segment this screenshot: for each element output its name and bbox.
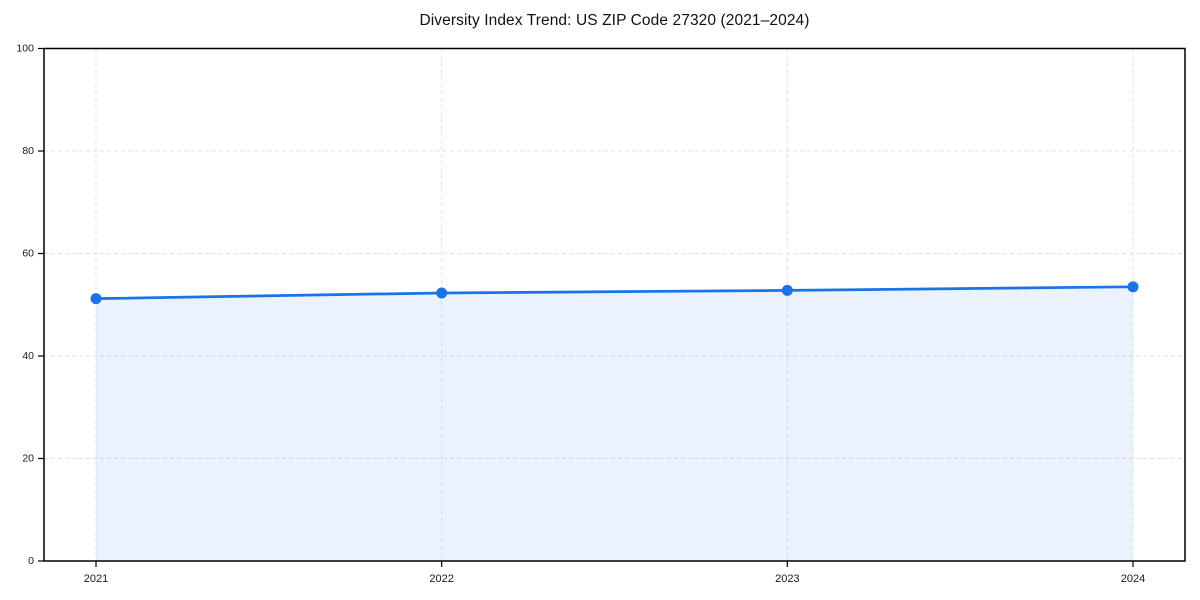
y-tick-label: 0 [28, 555, 34, 567]
x-tick-label: 2023 [775, 573, 799, 585]
data-point-marker [436, 287, 448, 299]
area-fill [96, 286, 1133, 561]
y-tick-label: 40 [22, 350, 34, 362]
x-tick-label: 2021 [84, 573, 108, 585]
data-point-marker [90, 293, 102, 305]
data-point-marker [1127, 281, 1139, 293]
plot-frame [43, 47, 1186, 562]
chart-title: Diversity Index Trend: US ZIP Code 27320… [419, 12, 810, 29]
y-tick-label: 60 [22, 248, 34, 260]
data-point-marker [781, 284, 793, 296]
y-tick-label: 100 [16, 43, 34, 55]
x-tick-label: 2022 [429, 573, 453, 585]
trend-line [94, 285, 1135, 300]
x-tick-label: 2024 [1121, 573, 1145, 585]
y-tick-label: 20 [22, 453, 34, 465]
y-tick-label: 80 [22, 145, 34, 157]
